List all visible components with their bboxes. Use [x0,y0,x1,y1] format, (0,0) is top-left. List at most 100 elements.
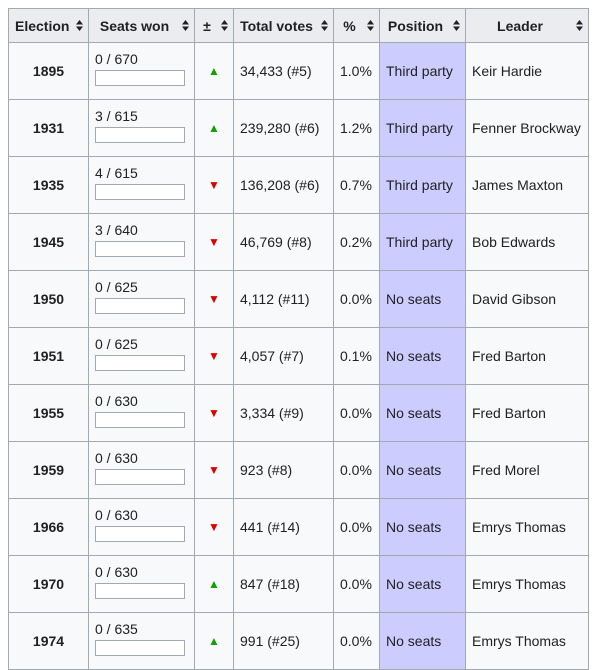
seats-won: 0 / 630 [95,393,138,409]
position-cell: Third party [379,42,466,100]
total-votes-cell: 4,112 (#11) [233,270,334,328]
position: No seats [386,462,442,478]
position: No seats [386,576,442,592]
election-year: 1931 [32,120,65,136]
seat-change-cell: ▼ [194,270,234,328]
column-header[interactable]: Election [8,8,89,43]
election-year-cell: 1955 [8,384,89,442]
election-year-cell: 1974 [8,612,89,670]
result-row: 1945 3 / 640 ▼ 46,769 (#8) 0.2% Third party Bo… [8,213,589,271]
seat-change-cell: ▼ [194,156,234,214]
leader-cell: Bob Edwards [465,213,589,271]
leader-cell: Emrys Thomas [465,498,589,556]
seats-won-cell: 0 / 630 [88,555,195,613]
leader: Emrys Thomas [472,576,566,592]
election-year-cell: 1935 [8,156,89,214]
leader: Emrys Thomas [472,519,566,535]
column-header[interactable]: Total votes [233,8,334,43]
total-votes: 991 (#25) [240,633,300,649]
seats-won-cell: 0 / 625 [88,327,195,385]
seat-change: ▼ [208,235,220,249]
seat-change: ▼ [208,520,220,534]
sort-icon[interactable] [221,20,228,31]
leader-cell: Fenner Brockway [465,99,589,157]
seat-change-cell: ▼ [194,498,234,556]
leader: Fred Barton [472,405,546,421]
header-label: Leader [497,17,543,34]
seat-change-cell: ▲ [194,555,234,613]
total-votes-cell: 923 (#8) [233,441,334,499]
total-votes-cell: 46,769 (#8) [233,213,334,271]
position-cell: No seats [379,555,466,613]
total-votes: 441 (#14) [240,519,300,535]
position-cell: No seats [379,327,466,385]
election-year: 1935 [32,177,65,193]
seats-won-cell: 3 / 640 [88,213,195,271]
result-row: 1895 0 / 670 ▲ 34,433 (#5) 1.0% Third party Ke… [8,42,589,100]
leader: Fred Morel [472,462,540,478]
column-header[interactable]: Position [379,8,466,43]
leader-cell: Fred Barton [465,327,589,385]
vote-share: 1.0% [340,63,372,79]
seats-won: 0 / 630 [95,564,138,580]
seats-won-cell: 3 / 615 [88,99,195,157]
election-year: 1955 [32,405,65,421]
election-year: 1945 [32,234,65,250]
vote-share: 0.0% [340,633,372,649]
vote-share-cell: 1.0% [333,42,380,100]
table-body: 1895 0 / 670 ▲ 34,433 (#5) 1.0% Third party Ke… [8,42,589,670]
column-header[interactable]: % [333,8,380,43]
seats-bar [95,184,185,200]
sort-icon[interactable] [182,20,189,31]
election-year-cell: 1931 [8,99,89,157]
position: No seats [386,291,442,307]
header-label: Seats won [99,17,170,34]
position: Third party [386,120,453,136]
sort-icon[interactable] [76,20,83,31]
position-cell: No seats [379,441,466,499]
position-cell: No seats [379,384,466,442]
seat-change: ▲ [208,64,220,78]
election-year: 1950 [32,291,65,307]
position-cell: Third party [379,213,466,271]
election-year-cell: 1945 [8,213,89,271]
election-year: 1966 [32,519,65,535]
seats-bar [95,127,185,143]
leader: Keir Hardie [472,63,543,79]
result-row: 1950 0 / 625 ▼ 4,112 (#11) 0.0% No seats David… [8,270,589,328]
header-label: Election [15,17,70,34]
seats-bar [95,70,185,86]
column-header[interactable]: Leader [465,8,589,43]
sort-icon[interactable] [576,20,583,31]
vote-share: 0.0% [340,405,372,421]
seat-change: ▼ [208,406,220,420]
column-header[interactable]: Seats won [88,8,195,43]
seats-bar [95,241,185,257]
result-row: 1966 0 / 630 ▼ 441 (#14) 0.0% No seats Emrys T… [8,498,589,556]
position: No seats [386,405,442,421]
sort-icon[interactable] [321,20,328,31]
leader: Fred Barton [472,348,546,364]
result-row: 1951 0 / 625 ▼ 4,057 (#7) 0.1% No seats Fred B… [8,327,589,385]
election-year: 1974 [32,633,65,649]
position-cell: No seats [379,612,466,670]
position-cell: Third party [379,99,466,157]
vote-share: 0.0% [340,291,372,307]
sort-icon[interactable] [453,20,460,31]
seats-bar [95,526,185,542]
position: Third party [386,234,453,250]
sort-icon[interactable] [367,20,374,31]
election-year-cell: 1951 [8,327,89,385]
vote-share-cell: 0.0% [333,270,380,328]
position: No seats [386,633,442,649]
vote-share-cell: 0.0% [333,384,380,442]
election-year: 1895 [32,63,65,79]
column-header[interactable]: ± [194,8,234,43]
vote-share: 0.0% [340,519,372,535]
election-year: 1970 [32,576,65,592]
election-year-cell: 1950 [8,270,89,328]
seats-bar [95,298,185,314]
election-year: 1951 [32,348,65,364]
total-votes: 923 (#8) [240,462,293,478]
vote-share-cell: 1.2% [333,99,380,157]
